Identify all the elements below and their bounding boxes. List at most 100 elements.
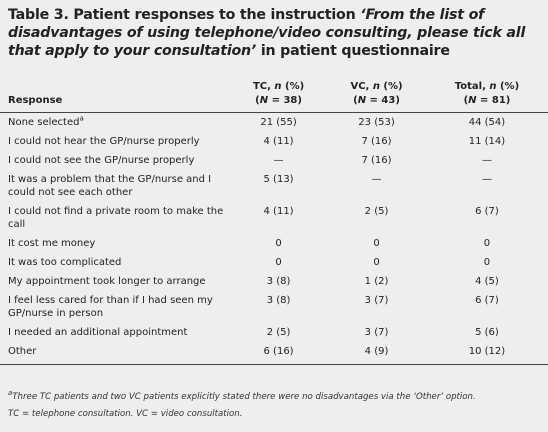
header-row: Response TC, n (%) (N = 38) VC, n (%) (N = 4… [0,78,548,113]
header-text: Total, [454,81,490,92]
table-row: It was too complicated 0 0 0 [0,253,548,272]
title-lead: Table 3. Patient responses to the instru… [8,7,361,23]
table-cell: 4 (9) [327,342,426,365]
row-label: It cost me money [0,234,230,253]
table-cell: 4 (11) [263,136,294,147]
label-text: My appointment took longer to arrange [8,276,206,287]
table-cell: 4 (5) [475,276,499,287]
table-cell: — [273,155,284,166]
footnote-marker: a [79,114,84,123]
row-label: I feel less cared for than if I had seen… [0,291,230,323]
header-text: = 81) [476,95,511,106]
header-text: = 38) [268,95,302,106]
header-text: VC, [350,81,373,92]
table-cell: 3 (7) [364,327,389,338]
table-cell: 0 [373,257,380,268]
header-text: ( [353,95,358,106]
table-cell: 11 (14) [468,136,506,147]
table-cell: 6 (7) [475,295,499,306]
label-text: I could not find a private room to make … [8,206,224,230]
table-cell: 1 (2) [364,276,389,287]
label-text: I feel less cared for than if I had seen… [8,295,213,319]
response-header: Response [0,78,230,113]
table-row: Other 6 (16) 4 (9) 10 (12) [0,342,548,365]
table-body: None selecteda 21 (55) 23 (53) 44 (54) I cou… [0,113,548,365]
row-label: I could not see the GP/nurse properly [0,151,230,170]
table-cell: 4 (11) [263,206,294,217]
table-cell: 10 (12) [425,342,548,365]
table-cell: 6 (7) [475,206,499,217]
table-cell: 2 (5) [266,327,291,338]
table-row: I could not hear the GP/nurse properly 4 … [0,132,548,151]
table-cell: 23 (53) [358,117,395,128]
table-cell: — [371,174,382,185]
table-cell: 5 (13) [263,174,294,185]
header-var: n [489,81,497,92]
header-text: ( [463,95,469,106]
table-cell: — [481,174,492,185]
table-cell: 0 [483,238,491,249]
table-row: I needed an additional appointment 2 (5) 3… [0,323,548,342]
table-cell: 5 (6) [475,327,499,338]
row-label: It was a problem that the GP/nurse and I… [0,170,230,202]
header-text: (%) [281,81,305,92]
label-text: None selected [8,117,80,128]
table-cell: 0 [373,238,380,249]
table-cell: 44 (54) [468,117,506,128]
column-header: VC, n (%) (N = 43) [327,78,426,113]
table-row: None selecteda 21 (55) 23 (53) 44 (54) [0,113,548,133]
footnote-text: TC = telephone consultation. VC = video … [8,409,243,419]
label-text: It was a problem that the GP/nurse and I… [8,174,212,198]
table-cell: 0 [483,257,491,268]
footnote: TC = telephone consultation. VC = video … [8,409,243,419]
table-row: It was a problem that the GP/nurse and I… [0,170,548,202]
header-var: n [372,81,380,92]
label-text: I needed an additional appointment [8,327,188,338]
table-row: I could not see the GP/nurse properly — 7 … [0,151,548,170]
header-text: (%) [496,81,520,92]
row-label: I could not hear the GP/nurse properly [0,132,230,151]
header-text: (%) [379,81,403,92]
title-tail: in patient questionnaire [256,43,450,59]
header-text: = 43) [366,95,400,106]
header-var: N [357,95,367,106]
label-text: It cost me money [8,238,96,249]
row-label: It was too complicated [0,253,230,272]
footnote-marker: a [8,389,13,398]
row-label: I needed an additional appointment [0,323,230,342]
table-cell: 0 [275,238,282,249]
header-var: N [259,95,269,106]
table-cell: 7 (16) [361,155,392,166]
table-cell: 0 [275,257,282,268]
table-cell: 3 (8) [266,276,291,287]
column-header: Total, n (%) (N = 81) [425,78,548,113]
label-text: I could not see the GP/nurse properly [8,155,195,166]
row-label: I could not find a private room to make … [0,202,230,234]
table-cell: 2 (5) [364,206,389,217]
footnote-text: Three TC patients and two VC patients ex… [12,392,476,402]
table-row: I feel less cared for than if I had seen… [0,291,548,323]
label-text: Other [8,346,37,357]
header-text: TC, [252,81,275,92]
row-label: None selecteda [0,113,230,133]
table-cell: 7 (16) [361,136,392,147]
header-var: N [468,95,477,106]
header-var: n [274,81,282,92]
title-quote: ‘From the list of disadvantages of using… [8,7,526,59]
table-row: My appointment took longer to arrange 3 (… [0,272,548,291]
table-cell: 3 (8) [266,295,291,306]
data-table: Response TC, n (%) (N = 38) VC, n (%) (N = 4… [0,78,548,365]
row-label: My appointment took longer to arrange [0,272,230,291]
table-row: I could not find a private room to make … [0,202,548,234]
row-label: Other [0,342,230,365]
table-cell: 6 (16) [230,342,328,365]
table-cell: 3 (7) [364,295,389,306]
table-title: Table 3. Patient responses to the instru… [8,6,543,60]
column-header: TC, n (%) (N = 38) [230,78,328,113]
header-text: ( [255,95,260,106]
table-cell: 21 (55) [260,117,297,128]
table-cell: — [481,155,492,166]
footnote: aThree TC patients and two VC patients e… [8,389,476,402]
label-text: It was too complicated [8,257,122,268]
